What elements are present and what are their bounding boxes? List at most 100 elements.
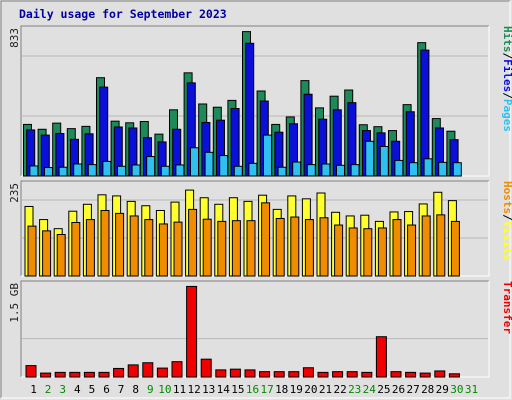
transfer-panel-frame-shadow <box>20 280 489 377</box>
bar-pages-day-7 <box>117 165 126 177</box>
legend-visits: Visits <box>501 221 512 261</box>
x-tick-label-day-8: 8 <box>132 383 139 396</box>
bar-hosts-day-4 <box>71 221 81 277</box>
bar-hosts-day-29 <box>436 214 446 277</box>
bar-pages-day-22 <box>336 164 345 177</box>
bar-pages-day-21 <box>321 163 331 177</box>
legend-separator: / <box>501 214 512 221</box>
bar-pages-day-24 <box>365 140 375 177</box>
bar-pages-day-18 <box>277 166 287 177</box>
bar-hosts-day-15 <box>231 220 241 277</box>
bar-hosts-day-12 <box>188 208 198 277</box>
bar-pages-day-16 <box>248 162 258 177</box>
bar-transfer-day-2 <box>40 372 52 378</box>
x-tick-label-day-28: 28 <box>421 383 434 396</box>
bar-transfer-day-26 <box>390 371 402 378</box>
bar-files-day-20 <box>303 93 313 177</box>
bar-transfer-day-10 <box>156 367 168 378</box>
x-tick-label-day-22: 22 <box>333 383 346 396</box>
bar-hosts-day-8 <box>129 215 139 277</box>
transfer-panel-background <box>21 281 489 377</box>
graph-title: Daily usage for September 2023 <box>19 7 227 21</box>
bar-transfer-day-17 <box>259 371 271 378</box>
bar-pages-day-27 <box>409 162 418 177</box>
x-tick-label-day-16: 16 <box>246 383 259 396</box>
transfer-panel-ymax-label: 1.5 GB <box>8 283 21 323</box>
visits-panel-legend: Hosts/Visits <box>501 181 512 261</box>
x-tick-label-day-23: 23 <box>348 383 361 396</box>
visits-panel-ymax-label: 235 <box>8 183 21 203</box>
bar-transfer-day-14 <box>215 369 227 378</box>
bar-transfer-day-25 <box>375 336 387 378</box>
bar-hosts-day-5 <box>85 219 95 277</box>
bar-hosts-day-18 <box>275 217 285 277</box>
x-tick-label-day-26: 26 <box>392 383 405 396</box>
x-tick-label-day-21: 21 <box>319 383 332 396</box>
legend-pages: Pages <box>501 99 512 132</box>
bar-hosts-day-2 <box>42 230 52 277</box>
legend-transfer: Transfer <box>501 281 512 334</box>
x-tick-label-day-7: 7 <box>118 383 125 396</box>
legend-separator: / <box>501 92 512 99</box>
bar-pages-day-4 <box>73 163 83 177</box>
bar-pages-day-5 <box>87 164 97 177</box>
bar-transfer-day-13 <box>200 358 212 378</box>
bar-transfer-day-11 <box>171 361 183 378</box>
bar-pages-day-30 <box>452 162 462 177</box>
bar-transfer-day-18 <box>273 371 285 378</box>
hits-panel-frame-shadow <box>20 25 489 176</box>
bar-hosts-day-14 <box>217 220 227 277</box>
x-tick-label-day-15: 15 <box>231 383 244 396</box>
x-tick-label-day-14: 14 <box>217 383 231 396</box>
bar-transfer-day-29 <box>434 370 446 378</box>
visits-panel-frame-shadow <box>20 180 489 276</box>
x-tick-label-day-10: 10 <box>158 383 171 396</box>
bar-pages-day-13 <box>204 151 214 177</box>
bar-pages-day-8 <box>131 164 141 177</box>
bar-pages-day-11 <box>175 164 185 177</box>
bar-transfer-day-7 <box>113 367 125 378</box>
bar-transfer-day-5 <box>83 371 95 378</box>
bar-hosts-day-24 <box>363 228 373 277</box>
bar-hosts-day-26 <box>392 219 402 277</box>
bar-pages-day-14 <box>219 155 229 177</box>
legend-files: Files <box>501 59 512 92</box>
bar-transfer-day-1 <box>25 365 37 378</box>
transfer-panel-legend: Transfer <box>501 281 512 334</box>
bar-pages-day-23 <box>350 164 360 177</box>
legend-hits: Hits <box>501 26 512 53</box>
bar-pages-day-3 <box>58 166 68 177</box>
bar-pages-day-26 <box>394 159 404 177</box>
bar-transfer-day-24 <box>361 371 373 378</box>
bar-pages-day-28 <box>423 158 433 177</box>
x-tick-label-day-24: 24 <box>363 383 377 396</box>
bar-transfer-day-28 <box>419 372 431 378</box>
bar-pages-day-29 <box>438 161 448 177</box>
bar-hosts-day-16 <box>246 220 256 277</box>
bar-hosts-day-27 <box>407 224 417 277</box>
bar-hosts-day-9 <box>144 219 154 277</box>
bar-pages-day-19 <box>292 161 302 177</box>
bar-pages-day-12 <box>190 147 199 177</box>
bar-transfer-day-19 <box>288 371 300 378</box>
x-tick-label-day-18: 18 <box>275 383 288 396</box>
bar-hosts-day-13 <box>202 218 212 277</box>
x-tick-label-day-19: 19 <box>290 383 303 396</box>
x-tick-label-day-29: 29 <box>436 383 449 396</box>
bar-pages-day-20 <box>306 164 316 177</box>
bar-hosts-day-1 <box>27 225 37 277</box>
legend-hosts: Hosts <box>501 181 512 214</box>
x-tick-label-day-5: 5 <box>89 383 96 396</box>
legend-separator: / <box>501 53 512 60</box>
x-tick-label-day-4: 4 <box>74 383 81 396</box>
bar-hosts-day-22 <box>334 224 344 277</box>
bar-transfer-day-6 <box>98 371 110 378</box>
bar-hosts-day-23 <box>348 227 358 277</box>
bar-hosts-day-20 <box>304 219 314 277</box>
x-tick-label-day-13: 13 <box>202 383 215 396</box>
bar-hosts-day-6 <box>100 209 110 277</box>
bar-pages-day-9 <box>146 156 156 177</box>
